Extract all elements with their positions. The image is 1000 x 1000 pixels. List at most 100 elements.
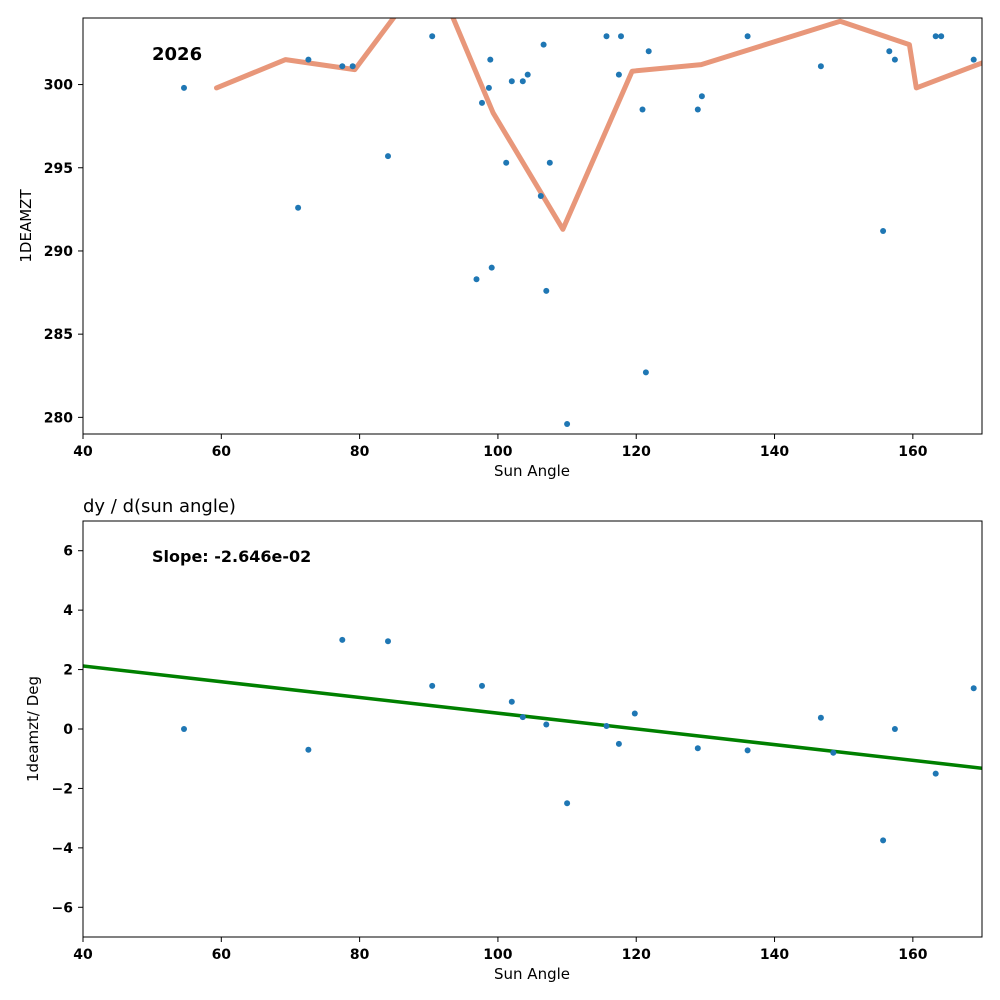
- top-chart-data-point: [603, 33, 610, 40]
- bottom-chart-data-point: [339, 636, 346, 643]
- bottom-chart-x-tick-label: 80: [350, 947, 370, 963]
- top-chart-data-point: [488, 264, 495, 271]
- bottom-chart-x-tick-label: 160: [898, 947, 927, 963]
- bottom-chart-frame: [82, 520, 983, 938]
- top-chart-data-point: [473, 276, 480, 283]
- bottom-chart-y-tick-label: −2: [52, 781, 73, 797]
- top-chart-data-point: [181, 84, 187, 91]
- top-chart-data-point: [817, 63, 824, 70]
- top-chart-x-tick-label: 120: [622, 444, 651, 460]
- bottom-chart-xlabel: Sun Angle: [494, 965, 570, 983]
- top-chart-data-point: [891, 56, 898, 63]
- bottom-chart-data-point: [181, 726, 187, 732]
- top-chart-data-point: [487, 56, 494, 63]
- bottom-chart-data-point: [519, 714, 526, 721]
- top-chart-data-point: [639, 106, 646, 113]
- bottom-chart-data-point: [508, 698, 515, 705]
- top-chart-xlabel: Sun Angle: [494, 462, 570, 480]
- bottom-chart-data-point: [891, 726, 898, 732]
- bottom-chart-data-point: [694, 745, 701, 752]
- bottom-chart-y-tick-label: 0: [63, 722, 73, 738]
- top-chart-x-tick-label: 100: [483, 444, 512, 460]
- top-chart-data-point: [938, 33, 945, 40]
- top-chart-y-tick-label: 280: [44, 410, 73, 426]
- bottom-chart-annotation: Slope: -2.646e-02: [152, 547, 311, 566]
- bottom-chart-y-tick-label: 6: [63, 544, 73, 560]
- bottom-chart-data-point: [970, 685, 977, 692]
- bottom-chart-data-point: [603, 723, 610, 729]
- top-chart-y-tick-label: 285: [44, 327, 73, 343]
- bottom-chart-y-tick-label: 2: [63, 663, 73, 679]
- bottom-chart-x-tick-label: 140: [760, 947, 789, 963]
- bottom-chart-data-point: [615, 740, 622, 747]
- bottom-chart-data-point: [932, 770, 939, 777]
- top-chart-data-point: [485, 84, 492, 91]
- bottom-chart-data-point: [479, 682, 485, 689]
- top-chart-data-point: [564, 421, 571, 427]
- top-chart-data-point: [295, 204, 302, 211]
- top-chart-fit-line: [214, 18, 982, 232]
- bottom-chart-data-point: [564, 800, 571, 807]
- top-chart-x-tick-label: 140: [760, 444, 789, 460]
- bottom-chart-title: dy / d(sun angle): [83, 496, 236, 517]
- top-chart-x-tick-label: 60: [212, 444, 232, 460]
- top-chart-data-point: [645, 48, 652, 55]
- top-chart-panel: 40 60 80 100 120 140 160 280 285 290 295 300 2026 S…: [17, 17, 983, 480]
- bottom-chart-x-tick-label: 40: [73, 947, 93, 963]
- bottom-chart-ylabel: 1deamzt/ Deg: [24, 676, 42, 782]
- top-chart-data-point: [615, 71, 622, 78]
- top-chart-data-point: [339, 63, 346, 70]
- bottom-chart-panel: 40 60 80 100 120 140 160 −6 −4 −2 0 2 4 6 dy / d(sun …: [24, 496, 983, 983]
- bottom-chart-x-tick-label: 120: [622, 947, 651, 963]
- bottom-chart-x-tick-label: 60: [212, 947, 232, 963]
- bottom-chart-data-point: [429, 682, 436, 689]
- bottom-chart-ticks: 40 60 80 100 120 140 160 −6 −4 −2 0 2 4 6: [52, 544, 928, 963]
- top-chart-data-point: [349, 63, 356, 70]
- top-chart-data-point: [508, 78, 515, 85]
- top-chart-x-tick-label: 160: [898, 444, 927, 460]
- top-chart-data-point: [519, 78, 526, 85]
- bottom-chart-data-point: [543, 721, 550, 728]
- top-chart-x-tick-label: 80: [350, 444, 370, 460]
- bottom-chart-points: [181, 636, 977, 844]
- bottom-chart-data-point: [744, 747, 751, 754]
- top-chart-ticks: 40 60 80 100 120 140 160 280 285 290 295 300: [44, 78, 928, 460]
- bottom-chart-y-tick-label: −6: [52, 900, 73, 916]
- bottom-chart-x-tick-label: 100: [483, 947, 512, 963]
- bottom-chart-data-point: [817, 714, 824, 721]
- top-chart-data-point: [540, 41, 547, 48]
- top-chart-data-point: [698, 93, 705, 100]
- top-chart-y-tick-label: 295: [44, 161, 73, 177]
- top-chart-data-point: [694, 106, 701, 113]
- top-chart-data-point: [524, 71, 531, 78]
- bottom-chart-data-point: [385, 638, 391, 645]
- top-chart-y-tick-label: 290: [44, 244, 73, 260]
- top-chart-ylabel: 1DEAMZT: [17, 189, 35, 263]
- top-chart-data-point: [543, 287, 550, 294]
- top-chart-data-point: [503, 159, 510, 166]
- bottom-chart-data-point: [305, 746, 312, 753]
- top-chart-data-point: [618, 33, 624, 40]
- top-chart-data-point: [537, 193, 544, 199]
- top-chart-data-point: [970, 56, 977, 63]
- bottom-chart-y-tick-label: 4: [63, 603, 73, 619]
- bottom-chart-y-tick-label: −4: [52, 841, 74, 857]
- bottom-chart-data-point: [830, 749, 837, 756]
- top-chart-plot-area: [214, 18, 982, 232]
- top-chart-data-point: [305, 56, 312, 63]
- top-chart-data-point: [479, 99, 485, 106]
- top-chart-data-point: [886, 48, 893, 55]
- top-chart-x-tick-label: 40: [73, 444, 93, 460]
- top-chart-y-tick-label: 300: [44, 78, 73, 94]
- top-chart-data-point: [880, 228, 887, 234]
- top-chart-data-point: [642, 369, 649, 376]
- top-chart-data-point: [429, 33, 436, 40]
- bottom-chart-data-point: [880, 837, 887, 844]
- bottom-chart-data-point: [631, 710, 638, 717]
- top-chart-data-point: [385, 153, 391, 160]
- top-chart-frame: [82, 17, 983, 435]
- top-chart-data-point: [744, 33, 751, 40]
- top-chart-data-point: [932, 33, 939, 40]
- top-chart-points: [181, 33, 977, 427]
